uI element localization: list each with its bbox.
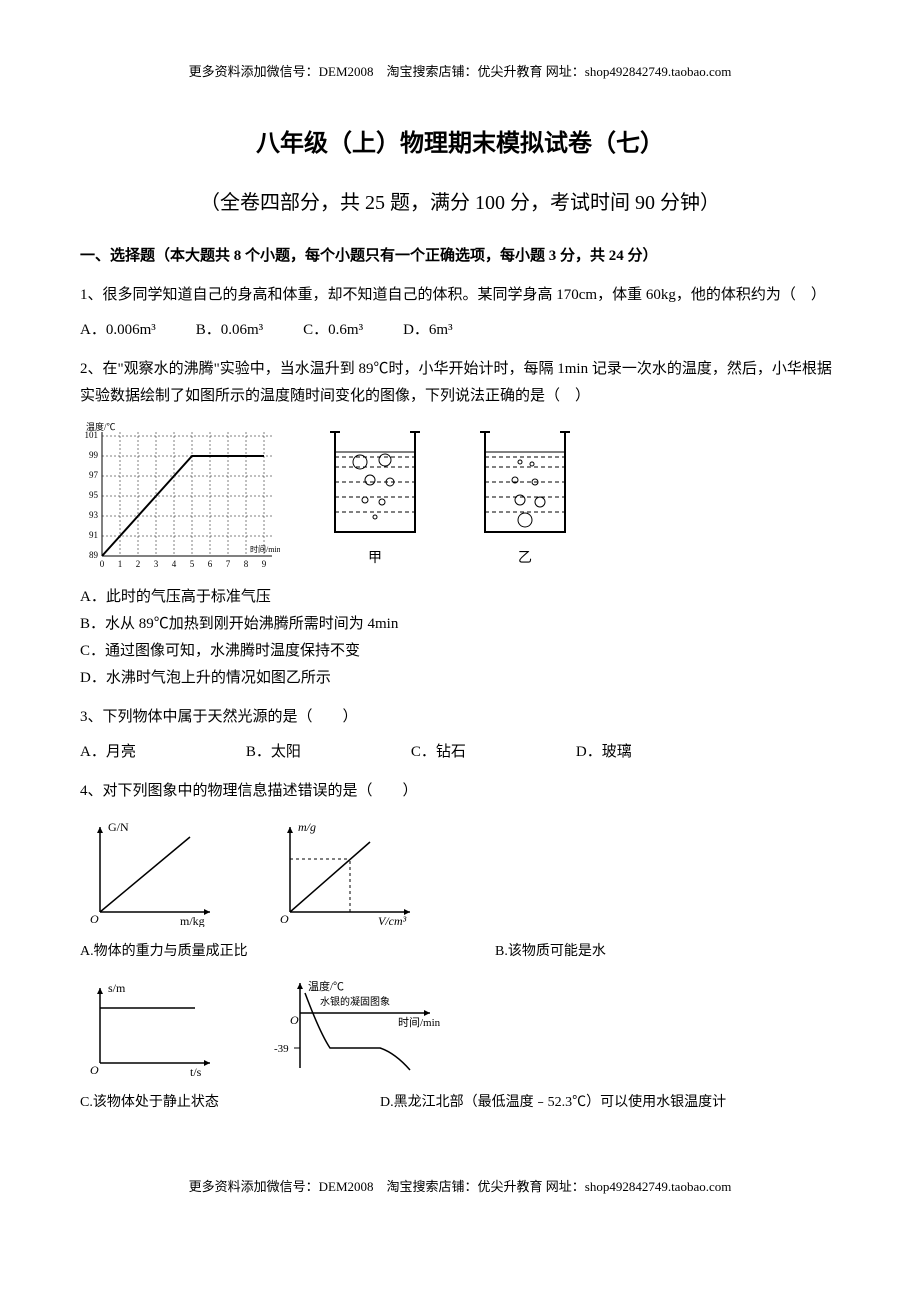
- q4-chart-b: m/g V/cm³ O: [270, 817, 420, 927]
- svg-text:3: 3: [154, 559, 159, 569]
- q2-option-c: C．通过图像可知，水沸腾时温度保持不变: [80, 638, 840, 665]
- svg-text:4: 4: [172, 559, 177, 569]
- svg-text:6: 6: [208, 559, 213, 569]
- svg-text:89: 89: [89, 550, 99, 560]
- q4-chart-c-svg: s/m t/s O: [80, 978, 220, 1078]
- svg-text:V/cm³: V/cm³: [378, 914, 407, 927]
- q3-option-d: D．玻璃: [576, 739, 632, 766]
- q3-option-c: C．钻石: [411, 739, 466, 766]
- q4-caption-b: B.该物质可能是水: [495, 939, 840, 964]
- svg-text:时间/min: 时间/min: [398, 1016, 440, 1029]
- q4-caption-ab: A.物体的重力与质量成正比 B.该物质可能是水: [80, 939, 840, 964]
- question-3: 3、下列物体中属于天然光源的是（ ） A．月亮 B．太阳 C．钻石 D．玻璃: [80, 704, 840, 766]
- q4-chart-b-svg: m/g V/cm³ O: [270, 817, 420, 927]
- exam-subtitle: （全卷四部分，共 25 题，满分 100 分，考试时间 90 分钟）: [80, 185, 840, 221]
- svg-text:95: 95: [89, 490, 99, 500]
- q2-figures: 101 99 97 95 93 91 89 温度/℃: [80, 422, 840, 572]
- svg-text:时间/min: 时间/min: [250, 544, 280, 554]
- svg-text:m/g: m/g: [298, 820, 316, 834]
- q3-option-a: A．月亮: [80, 739, 136, 766]
- question-3-options: A．月亮 B．太阳 C．钻石 D．玻璃: [80, 739, 840, 766]
- svg-text:91: 91: [89, 530, 98, 540]
- svg-text:t/s: t/s: [190, 1065, 202, 1078]
- q4-chart-d: -39 温度/℃ 水银的凝固图象 时间/min O: [270, 978, 440, 1078]
- q2-temp-chart-svg: 101 99 97 95 93 91 89 温度/℃: [80, 422, 280, 572]
- beaker-jia-svg: [320, 422, 430, 542]
- q2-option-b: B．水从 89℃加热到刚开始沸腾所需时间为 4min: [80, 611, 840, 638]
- svg-text:O: O: [90, 912, 99, 926]
- svg-text:O: O: [90, 1063, 99, 1077]
- q1-option-b: B．0.06m³: [196, 317, 263, 344]
- question-1-text: 1、很多同学知道自己的身高和体重，却不知道自己的体积。某同学身高 170cm，体…: [80, 282, 840, 309]
- svg-text:2: 2: [136, 559, 141, 569]
- q2-option-a: A．此时的气压高于标准气压: [80, 584, 840, 611]
- q4-chart-a-svg: G/N m/kg O: [80, 817, 220, 927]
- q1-option-a: A．0.006m³: [80, 317, 156, 344]
- svg-text:O: O: [280, 912, 289, 926]
- q1-option-c: C．0.6m³: [303, 317, 363, 344]
- q2-label-jia: 甲: [368, 546, 382, 571]
- beaker-yi-svg: [470, 422, 580, 542]
- q1-option-d: D．6m³: [403, 317, 453, 344]
- svg-text:0: 0: [100, 559, 105, 569]
- exam-title: 八年级（上）物理期末模拟试卷（七）: [80, 123, 840, 166]
- svg-text:温度/℃: 温度/℃: [308, 979, 344, 993]
- q3-option-b: B．太阳: [246, 739, 301, 766]
- question-1: 1、很多同学知道自己的身高和体重，却不知道自己的体积。某同学身高 170cm，体…: [80, 282, 840, 344]
- page-footer: 更多资料添加微信号：DEM2008 淘宝搜索店铺：优尖升教育 网址：shop49…: [80, 1175, 840, 1198]
- question-2: 2、在"观察水的沸腾"实验中，当水温升到 89℃时，小华开始计时，每隔 1min…: [80, 356, 840, 692]
- q2-label-yi: 乙: [518, 546, 532, 571]
- svg-text:温度/℃: 温度/℃: [86, 422, 116, 432]
- q2-beaker-yi: 乙: [470, 422, 580, 571]
- svg-text:水银的凝固图象: 水银的凝固图象: [320, 995, 390, 1008]
- svg-text:5: 5: [190, 559, 195, 569]
- svg-text:G/N: G/N: [108, 820, 129, 834]
- svg-text:m/kg: m/kg: [180, 914, 205, 927]
- section-1-header: 一、选择题（本大题共 8 个小题，每个小题只有一个正确选项，每小题 3 分，共 …: [80, 243, 840, 270]
- svg-text:8: 8: [244, 559, 249, 569]
- svg-text:s/m: s/m: [108, 981, 126, 995]
- q2-option-d: D．水沸时气泡上升的情况如图乙所示: [80, 665, 840, 692]
- q4-caption-a: A.物体的重力与质量成正比: [80, 939, 425, 964]
- question-4: 4、对下列图象中的物理信息描述错误的是（ ） G/N m/kg O: [80, 778, 840, 1115]
- svg-text:9: 9: [262, 559, 267, 569]
- svg-text:1: 1: [118, 559, 123, 569]
- svg-text:93: 93: [89, 510, 99, 520]
- question-3-text: 3、下列物体中属于天然光源的是（ ）: [80, 704, 840, 731]
- q4-chart-c: s/m t/s O: [80, 978, 220, 1078]
- q4-caption-c: C.该物体处于静止状态: [80, 1090, 310, 1115]
- q4-caption-d: D.黑龙江北部（最低温度﹣52.3℃）可以使用水银温度计: [380, 1090, 840, 1115]
- question-4-text: 4、对下列图象中的物理信息描述错误的是（ ）: [80, 778, 840, 805]
- question-1-options: A．0.006m³ B．0.06m³ C．0.6m³ D．6m³: [80, 317, 840, 344]
- question-2-text: 2、在"观察水的沸腾"实验中，当水温升到 89℃时，小华开始计时，每隔 1min…: [80, 356, 840, 410]
- q4-row-ab: G/N m/kg O m/g V/cm³ O: [80, 817, 840, 927]
- q4-chart-d-svg: -39 温度/℃ 水银的凝固图象 时间/min O: [270, 978, 440, 1078]
- svg-text:O: O: [290, 1013, 299, 1027]
- q4-caption-cd: C.该物体处于静止状态 D.黑龙江北部（最低温度﹣52.3℃）可以使用水银温度计: [80, 1090, 840, 1115]
- q2-beaker-jia: 甲: [320, 422, 430, 571]
- q4-row-cd: s/m t/s O -39 温度/℃ 水银的凝固图象 时间/min O: [80, 978, 840, 1078]
- q4-chart-a: G/N m/kg O: [80, 817, 220, 927]
- svg-text:7: 7: [226, 559, 231, 569]
- q2-chart: 101 99 97 95 93 91 89 温度/℃: [80, 422, 280, 572]
- svg-text:99: 99: [89, 450, 99, 460]
- svg-text:97: 97: [89, 470, 99, 480]
- page-header: 更多资料添加微信号：DEM2008 淘宝搜索店铺：优尖升教育 网址：shop49…: [80, 60, 840, 83]
- svg-text:-39: -39: [274, 1043, 289, 1055]
